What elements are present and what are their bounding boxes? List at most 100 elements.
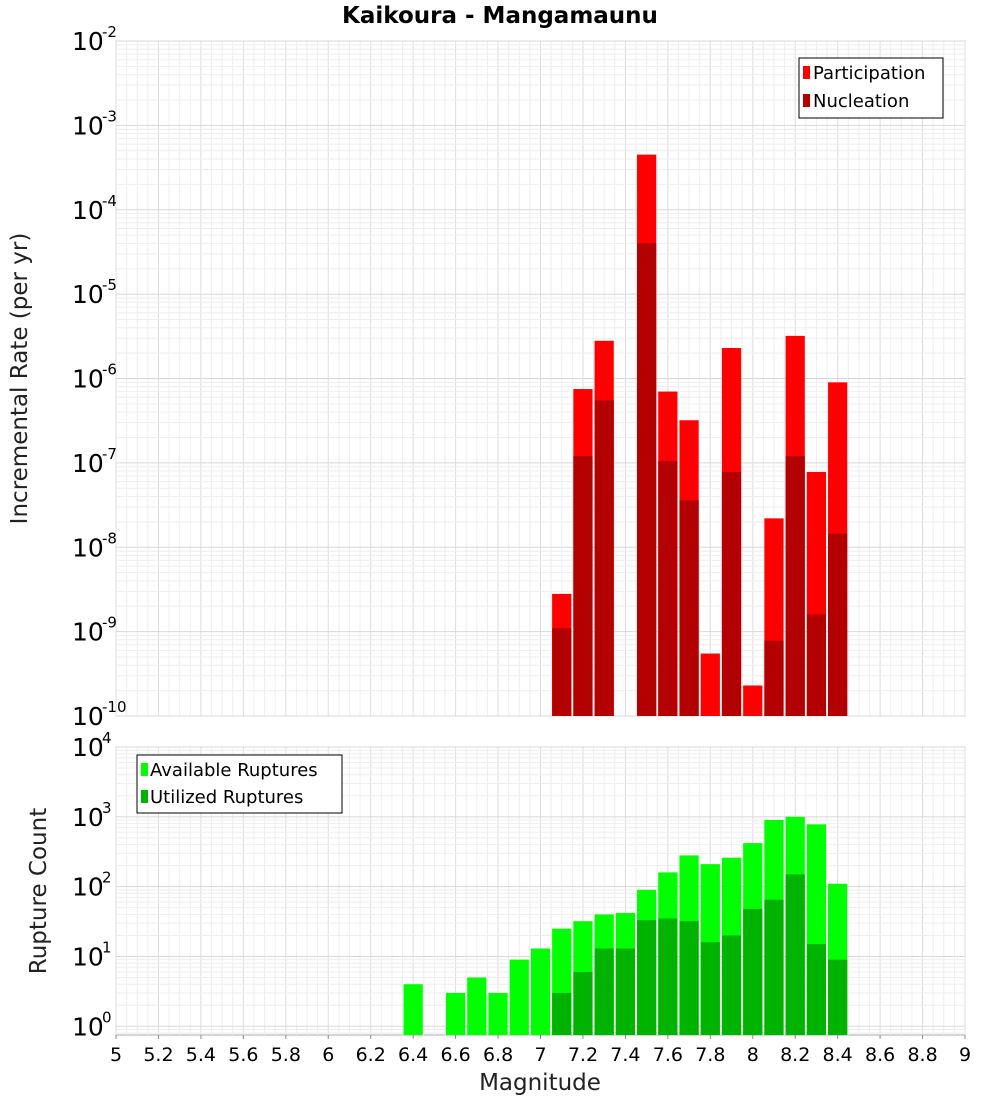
x-tick-label: 6.2: [356, 1044, 386, 1066]
y-tick-exponent: 4: [102, 729, 112, 747]
legend-label-participation: Participation: [813, 63, 925, 84]
nucleation-bar: [552, 628, 572, 716]
utilized-ruptures-bar: [806, 944, 827, 1035]
x-axis-ticks: 5 5.2 5.4 5.6 5.8 6 6.2 6.4 6.6 6.8 7 7.2 7.4 7.6 7.8 8…: [110, 1035, 971, 1066]
legend-swatch-participation: [803, 66, 810, 79]
legend-swatch-nucleation: [803, 94, 810, 107]
available-ruptures-bar: [403, 984, 423, 1035]
top-legend-box: [798, 57, 944, 119]
y-tick-label: 10: [72, 942, 104, 971]
y-tick-exponent: -6: [102, 361, 117, 379]
bottom-y-axis-title: Rupture Count: [26, 808, 52, 974]
x-tick-label: 8.8: [907, 1044, 937, 1066]
x-tick-label: 5.8: [271, 1044, 301, 1066]
y-tick-exponent: -4: [102, 192, 117, 210]
y-tick-label: 10: [72, 533, 104, 562]
top-plot-bars: [552, 154, 848, 717]
available-ruptures-bar: [530, 948, 551, 1035]
utilized-ruptures-bar: [721, 935, 742, 1035]
y-tick-exponent: 1: [102, 938, 112, 956]
y-tick-exponent: -7: [102, 445, 117, 463]
y-tick-label: 10: [72, 702, 104, 731]
y-tick-exponent: -8: [102, 529, 117, 547]
top-plot-grid: [115, 40, 966, 717]
nucleation-bar: [785, 456, 805, 716]
legend-swatch-available: [141, 763, 148, 776]
bottom-legend-box: [136, 754, 343, 814]
x-tick-label: 5: [110, 1044, 122, 1066]
y-tick-exponent: 0: [102, 1008, 112, 1026]
y-tick-exponent: -5: [102, 276, 117, 294]
utilized-ruptures-bar: [594, 948, 614, 1035]
x-tick-label: 9: [959, 1044, 971, 1066]
x-tick-label: 7.6: [653, 1044, 683, 1066]
y-tick-label: 10: [72, 449, 104, 478]
nucleation-bar: [764, 640, 784, 716]
nucleation-bar: [679, 500, 699, 716]
legend-swatch-utilized: [141, 790, 148, 803]
x-tick-label: 8.4: [823, 1044, 853, 1066]
utilized-ruptures-bar: [828, 959, 848, 1035]
nucleation-bar: [658, 461, 678, 716]
participation-bar: [743, 685, 763, 716]
y-tick-exponent: 2: [102, 869, 112, 887]
utilized-ruptures-bar: [637, 920, 657, 1035]
nucleation-bar: [806, 614, 827, 716]
y-tick-exponent: -10: [102, 698, 127, 716]
utilized-ruptures-bar: [785, 874, 805, 1035]
y-tick-exponent: -2: [102, 23, 117, 41]
x-tick-label: 5.6: [228, 1044, 258, 1066]
x-tick-label: 8.2: [780, 1044, 810, 1066]
x-tick-label: 6.4: [398, 1044, 428, 1066]
available-ruptures-bar: [509, 959, 529, 1035]
utilized-ruptures-bar: [552, 992, 572, 1035]
y-tick-label: 10: [72, 1012, 104, 1041]
x-tick-label: 6: [322, 1044, 334, 1066]
top-y-axis-title: Incremental Rate (per yr): [7, 233, 33, 525]
y-tick-label: 10: [72, 111, 104, 140]
x-tick-label: 6.8: [483, 1044, 513, 1066]
y-tick-label: 10: [72, 280, 104, 309]
nucleation-bar: [573, 456, 593, 716]
utilized-ruptures-bar: [658, 918, 678, 1035]
available-ruptures-bar: [467, 977, 487, 1035]
utilized-ruptures-bar: [743, 908, 763, 1035]
x-tick-label: 7.4: [610, 1044, 640, 1066]
top-legend: Participation Nucleation: [798, 57, 944, 119]
y-tick-label: 10: [72, 873, 104, 902]
y-tick-label: 10: [72, 618, 104, 647]
utilized-ruptures-bar: [615, 948, 636, 1035]
nucleation-bar: [828, 533, 848, 716]
utilized-ruptures-bar: [700, 942, 720, 1035]
x-tick-label: 7.2: [568, 1044, 598, 1066]
chart-title: Kaikoura - Mangamaunu: [342, 3, 658, 29]
y-tick-label: 10: [72, 27, 104, 56]
x-axis-title: Magnitude: [479, 1070, 601, 1096]
available-ruptures-bar: [488, 992, 508, 1035]
x-tick-label: 7.8: [695, 1044, 725, 1066]
legend-label-available: Available Ruptures: [150, 760, 318, 781]
nucleation-bar: [594, 400, 614, 716]
x-tick-label: 7: [534, 1044, 546, 1066]
nucleation-bar: [721, 471, 742, 716]
participation-bar: [700, 653, 720, 716]
utilized-ruptures-bar: [679, 921, 699, 1035]
y-tick-exponent: -9: [102, 614, 117, 632]
bottom-legend: Available Ruptures Utilized Ruptures: [136, 754, 343, 814]
x-tick-label: 6.6: [440, 1044, 470, 1066]
x-tick-label: 8: [747, 1044, 759, 1066]
utilized-ruptures-bar: [573, 971, 593, 1035]
utilized-ruptures-bar: [764, 899, 784, 1035]
x-tick-label: 8.6: [865, 1044, 895, 1066]
y-tick-label: 10: [72, 803, 104, 832]
x-tick-label: 5.2: [143, 1044, 173, 1066]
bottom-plot-bars: [403, 816, 848, 1035]
y-tick-label: 10: [72, 196, 104, 225]
y-tick-label: 10: [72, 365, 104, 394]
available-ruptures-bar: [445, 992, 466, 1035]
